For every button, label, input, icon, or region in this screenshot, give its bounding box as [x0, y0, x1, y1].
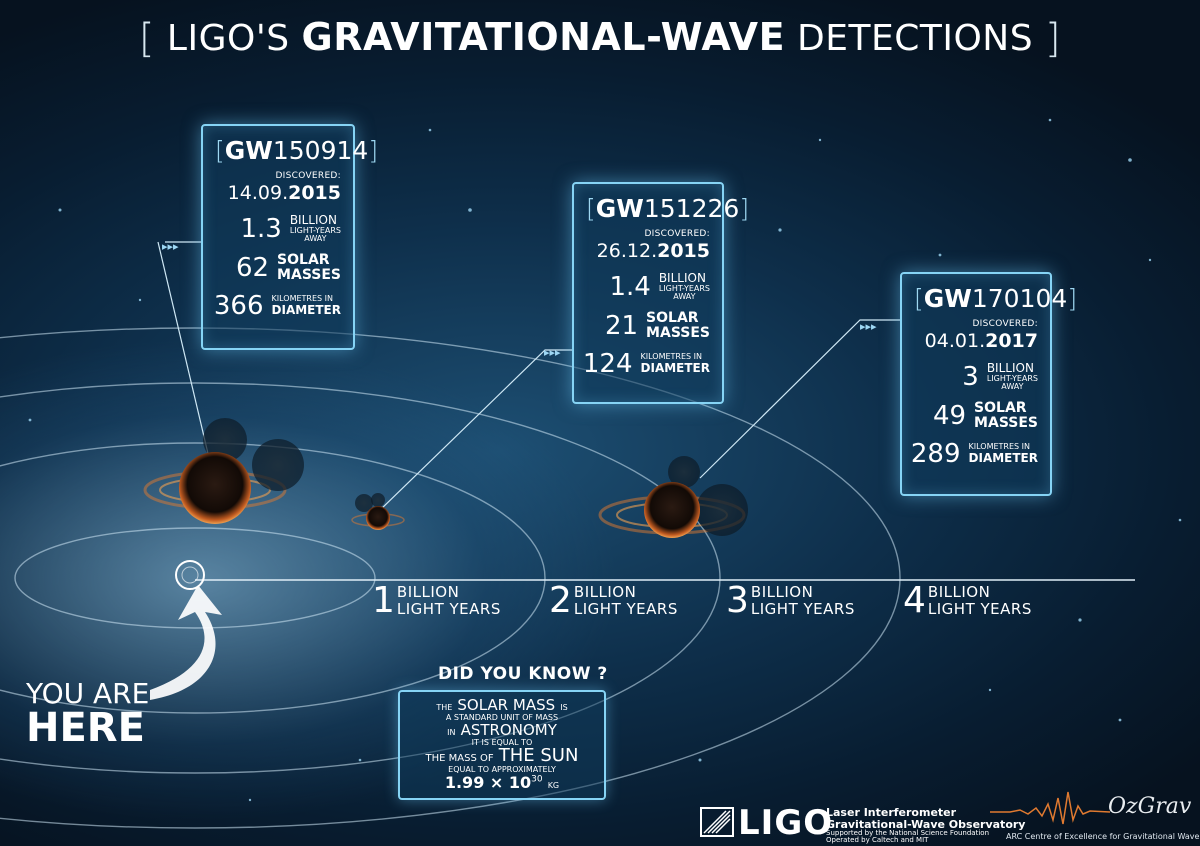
diameter-row: 366 KILOMETRES IN DIAMETER: [213, 290, 341, 321]
svg-text:▸▸▸: ▸▸▸: [162, 240, 179, 253]
page-title: [ LIGO'S GRAVITATIONAL-WAVE DETECTIONS ]: [0, 14, 1200, 62]
black-hole-gw170104: [598, 456, 748, 538]
distance-marker-1: 1 BILLION LIGHT YEARS: [372, 580, 501, 621]
ozgrav-tagline: ARC Centre of Excellence for Gravitation…: [1006, 832, 1200, 841]
detection-card-gw170104: [GW170104] DISCOVERED: 04.01.2017 3 BILL…: [900, 272, 1078, 496]
chevrons-icon: ▸▸▸ ▸▸▸ ▸▸▸: [162, 240, 877, 359]
did-you-know-title: DID YOU KNOW ?: [438, 664, 608, 684]
black-hole-gw150914: [143, 418, 304, 524]
mass-row: 62 SOLAR MASSES: [235, 252, 341, 284]
distance-row: 1.3 BILLION LIGHT-YEARS AWAY: [240, 213, 341, 244]
event-name: [GW150914]: [215, 136, 379, 165]
distance-marker-4: 4 BILLION LIGHT YEARS: [903, 580, 1032, 621]
distance-marker-2: 2 BILLION LIGHT YEARS: [549, 580, 678, 621]
svg-text:▸▸▸: ▸▸▸: [860, 320, 877, 333]
you-are-here-label: YOU ARE HERE: [26, 677, 150, 751]
diameter-row: 124 KILOMETRES IN DIAMETER: [582, 348, 710, 379]
distance-row: 1.4 BILLION LIGHT-YEARS AWAY: [609, 271, 710, 302]
ligo-mark-icon: [700, 807, 734, 837]
distance-marker-3: 3 BILLION LIGHT YEARS: [726, 580, 855, 621]
event-name: [GW170104]: [914, 284, 1078, 313]
orbit-rings: [0, 327, 901, 829]
mass-row: 49 SOLAR MASSES: [932, 400, 1038, 432]
mass-row: 21 SOLAR MASSES: [604, 310, 710, 342]
stars: [28, 118, 1182, 802]
title-bold: GRAVITATIONAL-WAVE: [301, 15, 786, 59]
detection-card-gw151226: [GW151226] DISCOVERED: 26.12.2015 1.4 BI…: [572, 182, 750, 404]
ligo-wordmark: LIGO: [738, 803, 834, 843]
distance-row: 3 BILLION LIGHT-YEARS AWAY: [962, 361, 1038, 392]
title-suffix: DETECTIONS: [797, 18, 1034, 59]
connector-lines: [157, 241, 902, 513]
waveform-icon: [990, 791, 1110, 825]
discovery-date: 26.12.2015: [596, 240, 710, 262]
discovery-date: 14.09.2015: [227, 182, 341, 204]
event-name: [GW151226]: [586, 194, 750, 223]
discovery-date: 04.01.2017: [924, 330, 1038, 352]
title-bracket-open: [: [138, 16, 155, 62]
detection-card-gw150914: [GW150914] DISCOVERED: 14.09.2015 1.3 BI…: [201, 124, 379, 350]
svg-text:▸▸▸: ▸▸▸: [544, 346, 561, 359]
did-you-know-box: THE SOLAR MASS IS A STANDARD UNIT OF MAS…: [398, 690, 606, 800]
ozgrav-wordmark: OzGrav: [1108, 794, 1192, 819]
discovered-label: DISCOVERED:: [644, 229, 710, 239]
arrow-icon: [150, 585, 222, 700]
discovered-label: DISCOVERED:: [275, 171, 341, 181]
ligo-subtitle: Laser Interferometer Gravitational-Wave …: [826, 806, 1026, 845]
here-marker: [175, 560, 205, 590]
discovered-label: DISCOVERED:: [972, 319, 1038, 329]
black-hole-gw151226: [351, 493, 405, 530]
title-prefix: LIGO'S: [166, 18, 290, 59]
title-bracket-close: ]: [1045, 16, 1062, 62]
diameter-row: 289 KILOMETRES IN DIAMETER: [910, 438, 1038, 469]
